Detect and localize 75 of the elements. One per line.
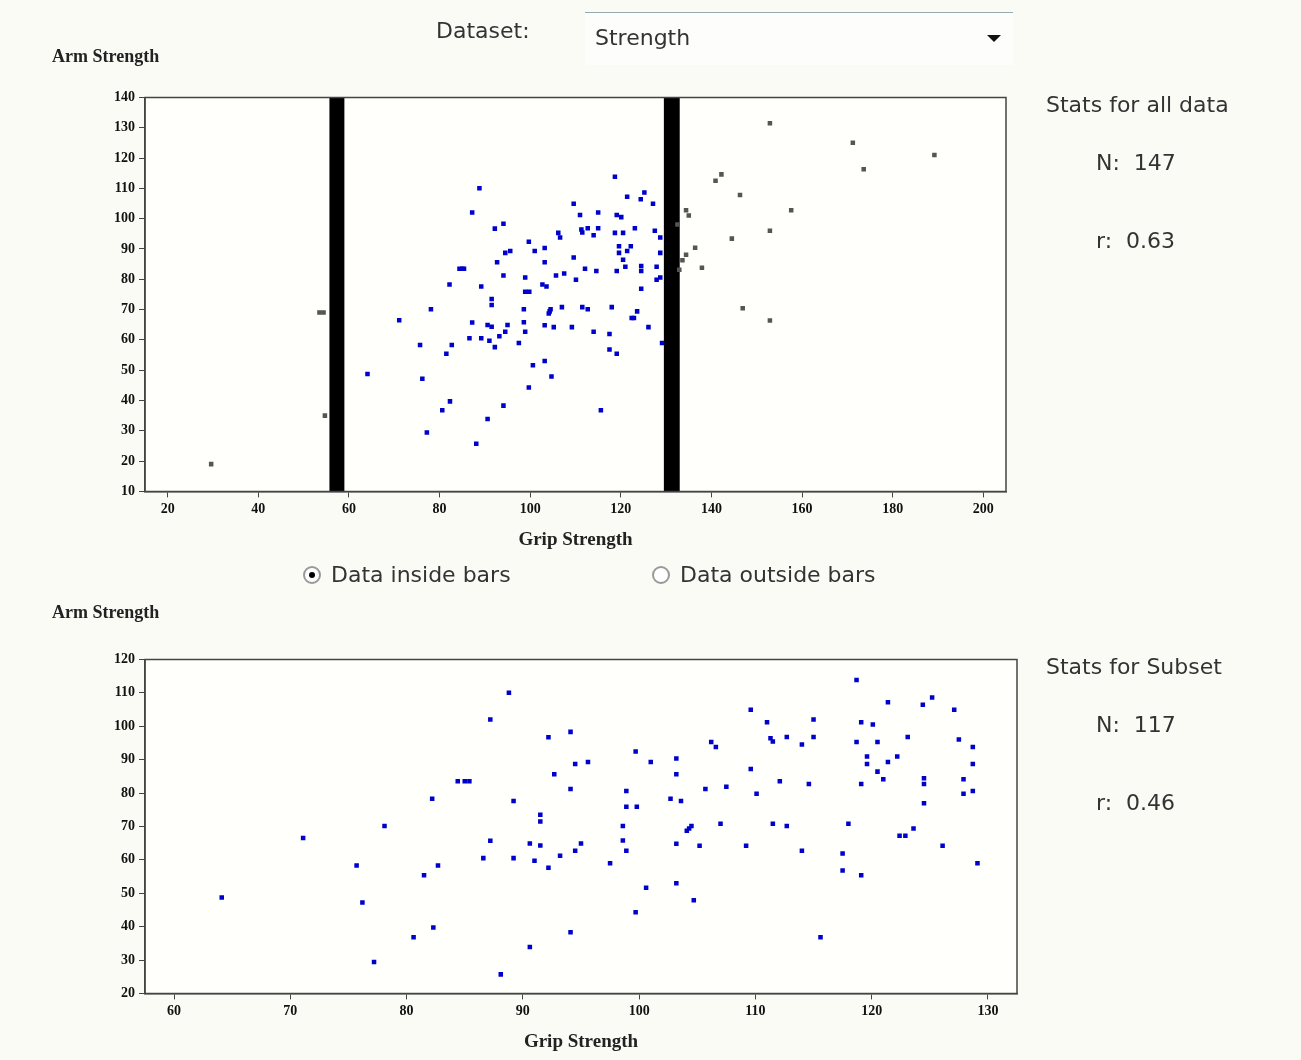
y-tick-label: 130 [114,119,135,135]
point [322,413,328,418]
text: r: 0.46 [1096,790,1176,815]
text: Stats for all data [1046,92,1229,117]
y-tick-label: 120 [114,149,135,165]
x-tick-label: 200 [972,501,994,517]
point [729,236,735,241]
point [692,245,698,250]
point [767,228,773,234]
y-tick-label: 60 [121,851,135,867]
y-tick-label: 70 [121,301,135,317]
text: Data outside bars [680,562,876,587]
point [321,310,326,315]
y-tick-label: 90 [121,240,135,256]
y-tick-label: 90 [121,751,135,767]
x-tick-label: 70 [283,1003,298,1019]
point [686,213,692,218]
y-tick-label: 20 [121,452,135,468]
x-tick-label: 100 [628,1003,650,1019]
y-tick-label: 80 [121,270,135,286]
y-tick-label: 10 [121,483,135,499]
x-tick-label: 140 [700,501,722,517]
x-axis-title: Grip Strength [518,527,634,549]
y-tick-label: 70 [121,818,135,834]
text: N: 147 [1096,150,1176,175]
y-tick-label: 50 [121,884,135,900]
text: Data inside bars [331,562,511,587]
point [677,267,682,273]
point [680,257,685,263]
point [740,306,745,311]
point [719,172,724,177]
y-tick-label: 140 [114,89,135,105]
text: r: 0.63 [1096,228,1176,253]
x-tick-label: 60 [341,501,356,517]
y-tick-label: 40 [121,918,135,934]
y-axis-title: Arm Strength [52,46,160,67]
y-tick-label: 50 [121,361,135,377]
x-tick-label: 60 [167,1003,182,1019]
y-axis-title: Arm Strength [52,602,160,623]
x-tick-label: 120 [610,501,632,517]
y-tick-label: 100 [114,717,135,733]
point [317,310,322,315]
point [767,318,773,323]
y-tick-label: 60 [121,331,135,347]
y-tick-label: 40 [121,392,135,408]
x-tick-label: 160 [791,501,813,517]
point [699,265,705,270]
y-tick-label: 110 [114,179,135,195]
y-tick-label: 20 [121,985,135,1001]
x-tick-label: 20 [160,501,175,517]
dropdown-field: Strength [585,12,1013,65]
y-tick-label: 30 [121,422,135,438]
point [932,152,937,158]
x-tick-label: 130 [977,1003,999,1019]
point [683,252,689,257]
x-tick-label: 80 [432,501,447,517]
x-tick-label: 110 [745,1003,766,1019]
text: N: 117 [1096,712,1176,737]
x-tick-label: 90 [515,1003,530,1019]
x-tick-label: 100 [519,501,541,517]
point [861,166,866,172]
point [675,222,680,227]
x-tick-label: 180 [882,501,904,517]
x-tick-label: 80 [399,1003,414,1019]
y-tick-label: 30 [121,951,135,967]
point [713,178,718,184]
y-tick-label: 110 [114,684,135,700]
y-tick-label: 100 [114,210,135,226]
x-tick-label: 40 [251,501,266,517]
y-tick-label: 80 [121,784,135,800]
x-axis-title: Grip Strength [523,1029,639,1051]
y-tick-label: 120 [114,651,135,667]
text: Stats for Subset [1046,654,1222,679]
text: Dataset: [436,18,530,43]
x-tick-label: 120 [861,1003,883,1019]
